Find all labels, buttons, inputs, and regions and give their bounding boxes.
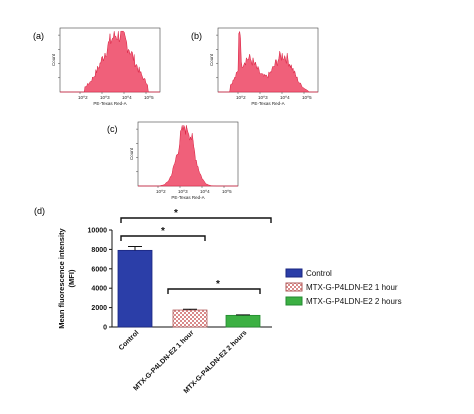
histogram-area <box>138 124 238 187</box>
histogram-x-tick-label: 10^3 <box>258 95 268 100</box>
histogram-c: 10^2 10^3 10^4 10^5 PE-Texas Red-A Count <box>129 121 239 200</box>
histogram-a: 10^2 10^3 10^4 10^5 PE-Texas Red-A Count <box>51 27 161 106</box>
histogram-x-tick-label: 10^5 <box>302 95 312 100</box>
panel-label-a: (a) <box>33 31 44 41</box>
histogram-x-tick-label: 10^3 <box>178 189 188 194</box>
y-tick-label: 0 <box>103 325 107 332</box>
bar-chart-d: 0 2000 4000 6000 8000 10000 Mean fluorescence … <box>57 208 272 395</box>
significance-star-2: * <box>216 279 220 290</box>
y-tick-label: 8000 <box>91 247 107 254</box>
panel-label-c: (c) <box>107 124 118 134</box>
histogram-x-label: PE-Texas Red-A <box>251 101 284 106</box>
x-category-label-0: Control <box>118 329 141 352</box>
y-tick-label: 2000 <box>91 305 107 312</box>
legend: Control MTX-G-P4LDN-E2 1 hour MTX-G-P4LD… <box>285 268 402 306</box>
histogram-area <box>60 30 160 93</box>
significance-star-1: * <box>161 226 165 237</box>
histogram-x-label: PE-Texas Red-A <box>93 101 126 106</box>
histogram-b: 10^2 10^3 10^4 10^5 PE-Texas Red-A Count <box>209 27 319 106</box>
bar-0 <box>117 249 153 328</box>
significance-bracket-1 <box>120 235 206 241</box>
legend-label-control: Control <box>306 269 332 278</box>
histogram-x-tick-label: 10^2 <box>78 95 88 100</box>
legend-swatch-1-hour <box>285 282 303 292</box>
legend-swatch-2-hours <box>285 296 303 306</box>
y-axis-title-line2: (MFI) <box>67 269 76 287</box>
y-tick-label: 10000 <box>88 228 108 235</box>
legend-swatch-control <box>285 268 303 278</box>
panel-label-b: (b) <box>191 31 202 41</box>
bar-2 <box>225 314 261 328</box>
histogram-x-tick-label: 10^3 <box>100 95 110 100</box>
histogram-y-label: Count <box>129 147 134 160</box>
legend-label-1-hour: MTX-G-P4LDN-E2 1 hour <box>306 283 398 292</box>
significance-bracket-2 <box>167 288 261 294</box>
histogram-x-tick-label: 10^4 <box>122 95 132 100</box>
histogram-x-tick-label: 10^5 <box>222 189 232 194</box>
bar-1 <box>172 309 208 328</box>
y-axis-title-line1: Mean fluorescence intensity <box>57 227 66 328</box>
histogram-y-label: Count <box>51 53 56 66</box>
significance-bracket-0 <box>120 217 272 223</box>
legend-label-2-hours: MTX-G-P4LDN-E2 2 hours <box>306 297 402 306</box>
histogram-x-tick-label: 10^2 <box>236 95 246 100</box>
significance-star-0: * <box>174 208 178 219</box>
histogram-x-tick-label: 10^4 <box>200 189 210 194</box>
histogram-y-label: Count <box>209 53 214 66</box>
histogram-x-tick-label: 10^2 <box>156 189 166 194</box>
histogram-area <box>218 30 318 93</box>
histogram-x-tick-label: 10^5 <box>144 95 154 100</box>
y-tick-label: 4000 <box>91 286 107 293</box>
histogram-x-tick-label: 10^4 <box>280 95 290 100</box>
panel-label-d: (d) <box>34 206 45 216</box>
histogram-x-label: PE-Texas Red-A <box>171 195 204 200</box>
x-category-label-1: MTX-G-P4LDN-E2 1 hour <box>132 329 195 392</box>
y-tick-label: 6000 <box>91 266 107 273</box>
x-category-label-2: MTX-G-P4LDN-E2 2 hours <box>183 329 249 395</box>
